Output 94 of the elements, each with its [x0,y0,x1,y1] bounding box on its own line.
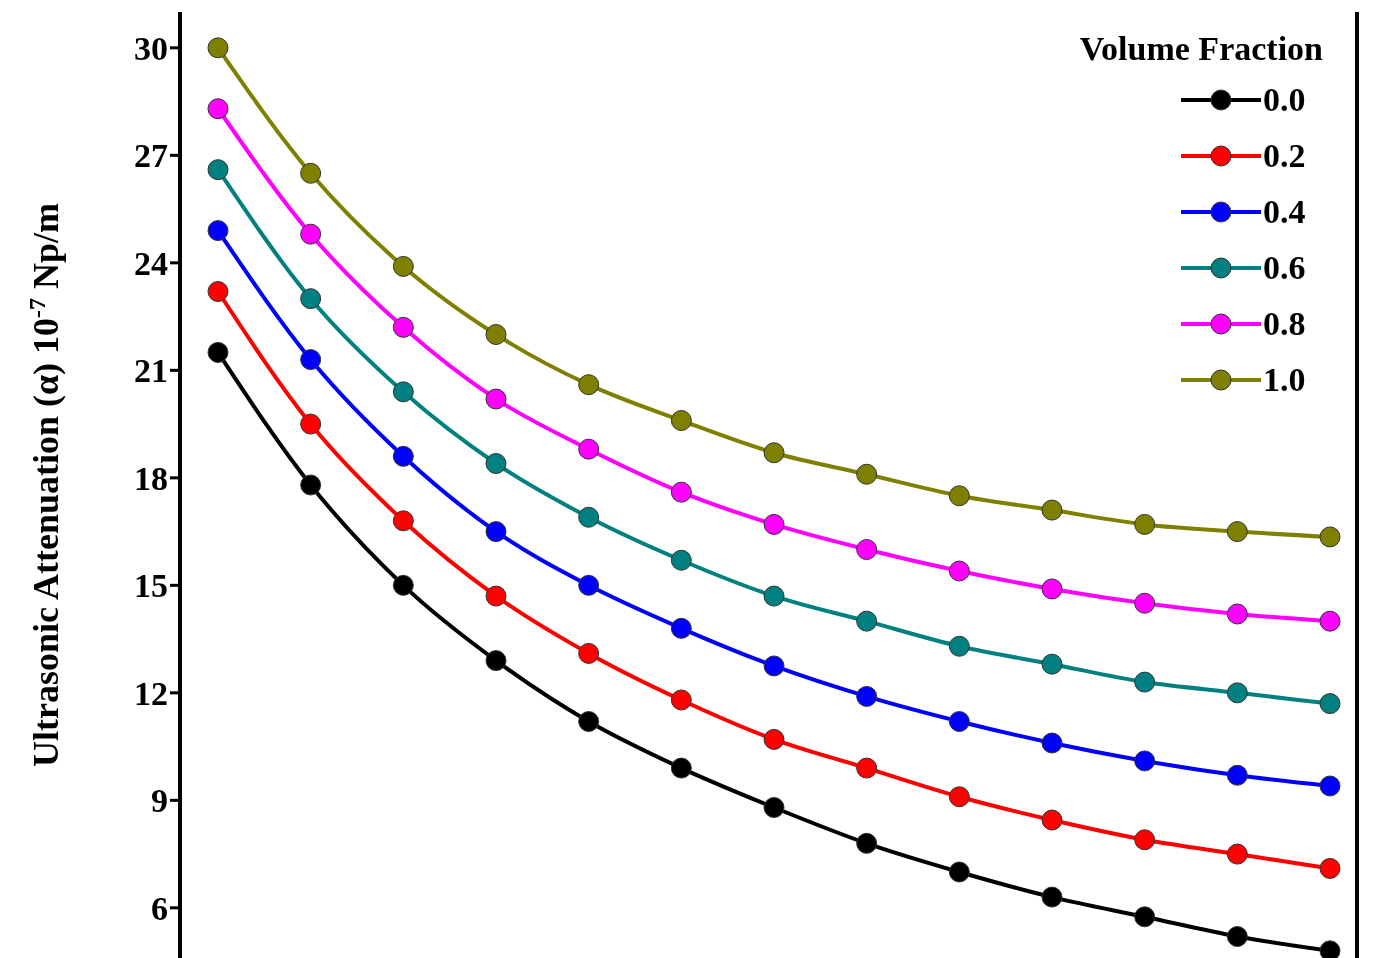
legend-label: 1.0 [1263,361,1307,399]
point [207,281,229,302]
point [1041,886,1063,908]
y-tick-label: 6 [151,889,168,927]
point [392,510,414,532]
point [1226,843,1248,865]
point [300,349,322,371]
point [300,288,322,310]
point [763,513,785,535]
point [948,786,970,808]
point [485,324,507,345]
point [670,757,692,779]
point [856,757,878,779]
point [670,410,692,431]
point [1041,578,1063,600]
point [1319,940,1341,958]
point [1041,499,1063,521]
point [856,832,878,854]
legend-label: 0.8 [1263,305,1307,343]
point [392,316,414,338]
point [300,223,322,245]
point [1226,764,1248,786]
point [578,438,600,460]
point [763,442,785,464]
point [763,585,785,607]
point [670,481,692,503]
point [763,728,785,750]
point [1226,603,1248,625]
point [1134,906,1156,928]
point [1226,521,1248,543]
point [1319,693,1341,715]
point [392,574,414,596]
point [948,485,970,507]
point [1226,926,1248,947]
point [300,474,322,496]
point [300,162,322,184]
point [948,635,970,657]
point [392,445,414,467]
point [1041,732,1063,754]
point [948,861,970,883]
y-tick-label: 18 [134,459,168,497]
point [763,655,785,677]
point [1134,513,1156,535]
point [1041,809,1063,831]
point [485,521,507,543]
point [392,255,414,277]
point [207,341,229,363]
point [856,539,878,560]
point [207,159,229,181]
legend-title: Volume Fraction [1079,30,1323,68]
point [1134,592,1156,614]
y-tick-label: 21 [134,352,168,390]
point [1319,610,1341,632]
point [485,585,507,607]
legend-label: 0.6 [1263,249,1307,287]
point [578,711,600,732]
legend-label: 0.4 [1263,193,1307,231]
point [1134,750,1156,772]
point [670,689,692,711]
point [1226,682,1248,704]
y-tick-label: 15 [134,567,168,605]
point [856,463,878,485]
point [948,560,970,582]
point [948,711,970,732]
point [485,453,507,474]
point [207,98,229,120]
point [207,37,229,59]
point [1319,775,1341,797]
point [485,650,507,672]
point [578,506,600,528]
point [578,642,600,664]
point [856,685,878,707]
point [578,574,600,596]
point [1134,671,1156,693]
y-tick-label: 9 [151,782,168,820]
point [300,413,322,435]
point [392,381,414,403]
point [485,388,507,410]
point [1319,526,1341,548]
point [670,549,692,571]
y-tick-label: 24 [134,244,168,282]
point [207,220,229,242]
point [1319,857,1341,879]
point [763,797,785,818]
y-tick-label: 12 [134,674,168,712]
point [1041,653,1063,675]
point [856,610,878,632]
legend-label: 0.0 [1263,81,1307,119]
y-tick-label: 27 [134,137,168,175]
point [1134,829,1156,851]
legend-label: 0.2 [1263,137,1307,175]
point [578,374,600,396]
point [670,617,692,639]
y-tick-label: 30 [134,29,168,67]
